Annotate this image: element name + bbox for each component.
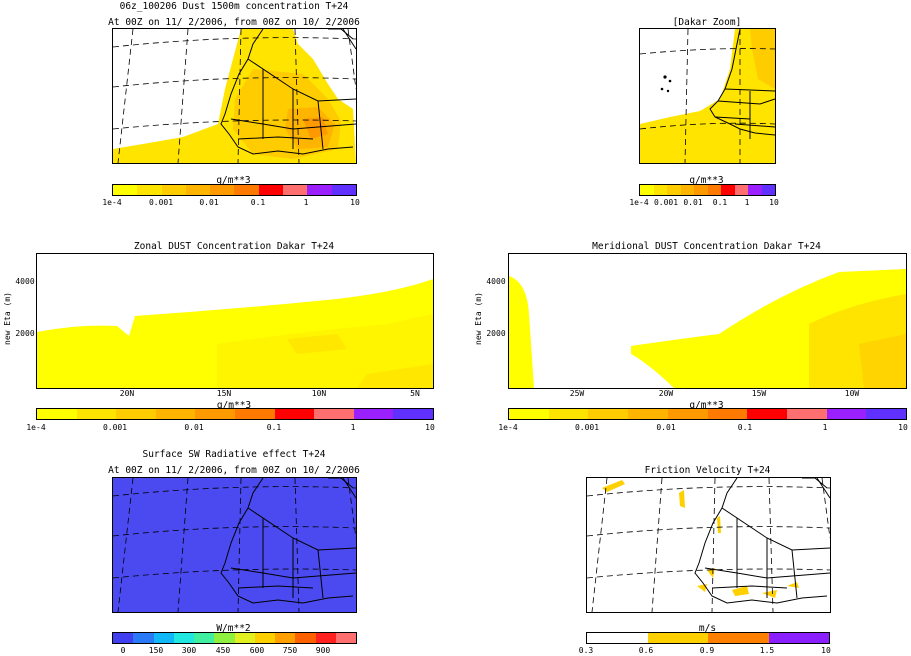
meridional-xtick: 25W — [569, 389, 585, 398]
meridional-panel — [508, 253, 907, 389]
meridional-cbar-tick: 0.1 — [737, 423, 753, 432]
zonal-cbar-tick: 0.001 — [102, 423, 128, 432]
meridional-units: g/m**3 — [689, 400, 724, 411]
friction-map-tick: 0.9 — [699, 646, 715, 655]
dust-map-colorbar — [112, 184, 357, 196]
zonal-xtick: 15N — [216, 389, 232, 398]
sw-map-colorbar — [112, 632, 357, 644]
sw-map-tick: 600 — [249, 646, 265, 655]
dust-map-tick: 0.001 — [148, 198, 174, 207]
meridional-cbar-tick: 0.001 — [574, 423, 600, 432]
meridional-xtick: 15W — [751, 389, 767, 398]
meridional-xtick: 20W — [658, 389, 674, 398]
friction-map-tick: 0.6 — [638, 646, 654, 655]
meridional-ytick: 2000 — [486, 329, 506, 338]
zonal-ytick: 4000 — [15, 277, 35, 286]
zonal-units: g/m**3 — [216, 400, 252, 411]
dust-map-title: 06z_100206 Dust 1500m concentration T+24 — [119, 1, 349, 12]
zonal-colorbar — [36, 408, 434, 420]
dakar-zoom-tick: 1 — [744, 198, 750, 207]
zonal-xtick: 20N — [119, 389, 135, 398]
sw-map-panel — [112, 477, 357, 613]
sw-map-subtitle: At 00Z on 11/ 2/2006, from 00Z on 10/ 2/… — [108, 465, 360, 476]
meridional-ytick: 4000 — [486, 277, 506, 286]
meridional-plot — [509, 269, 906, 388]
dakar-zoom-tick: 1e-4 — [629, 198, 649, 207]
meridional-cbar-tick: 1e-4 — [498, 423, 518, 432]
sw-map-tick: 750 — [282, 646, 298, 655]
meridional-cbar-tick: 0.01 — [656, 423, 676, 432]
sw-map-tick: 900 — [315, 646, 331, 655]
dakar-zoom-tick: 0.1 — [712, 198, 728, 207]
zonal-cbar-tick: 1 — [350, 423, 356, 432]
friction-map-tick: 10 — [821, 646, 831, 655]
zonal-ylabel: new Eta (m) — [3, 292, 12, 345]
friction-map-plot — [587, 478, 830, 612]
friction-map-title: Friction Velocity T+24 — [644, 465, 771, 476]
sw-map-plot — [113, 478, 356, 612]
zonal-panel — [36, 253, 434, 389]
meridional-cbar-tick: 10 — [898, 423, 908, 432]
dakar-zoom-colorbar — [639, 184, 776, 196]
dakar-zoom-tick: 0.001 — [653, 198, 679, 207]
dakar-zoom-panel — [639, 28, 776, 164]
sw-map-title: Surface SW Radiative effect T+24 — [142, 449, 326, 460]
meridional-title: Meridional DUST Concentration Dakar T+24 — [592, 241, 821, 252]
dust-map-tick: 1 — [303, 198, 309, 207]
meridional-cbar-tick: 1 — [822, 423, 828, 432]
dust-map-tick: 1e-4 — [102, 198, 122, 207]
zonal-title: Zonal DUST Concentration Dakar T+24 — [133, 241, 335, 252]
zonal-cbar-tick: 0.01 — [184, 423, 204, 432]
dakar-zoom-units: g/m**3 — [689, 175, 724, 186]
dakar-zoom-title: [Dakar Zoom] — [672, 17, 742, 28]
sw-map-tick: 0 — [120, 646, 126, 655]
zonal-cbar-tick: 0.1 — [266, 423, 282, 432]
dust-map-tick: 0.1 — [250, 198, 266, 207]
dakar-zoom-tick: 10 — [769, 198, 779, 207]
dust-map-subtitle: At 00Z on 11/ 2/2006, from 00Z on 10/ 2/… — [108, 17, 360, 28]
meridional-colorbar — [508, 408, 907, 420]
friction-map-panel — [586, 477, 831, 613]
dust-map-tick: 10 — [350, 198, 360, 207]
zonal-plot — [37, 279, 433, 388]
zonal-cbar-tick: 10 — [425, 423, 435, 432]
meridional-ylabel: new Eta (m) — [474, 292, 483, 345]
dust-map-plot — [113, 29, 356, 163]
sw-map-units: W/m**2 — [216, 623, 251, 634]
zonal-ytick: 2000 — [15, 329, 35, 338]
zonal-xtick: 5N — [410, 389, 420, 398]
friction-map-tick: 1.5 — [759, 646, 775, 655]
sw-map-tick: 300 — [181, 646, 197, 655]
friction-map-units: m/s — [698, 623, 717, 634]
dakar-zoom-tick: 0.01 — [683, 198, 703, 207]
friction-map-tick: 0.3 — [578, 646, 594, 655]
dakar-zoom-plot — [640, 29, 775, 163]
zonal-xtick: 10N — [311, 389, 327, 398]
meridional-xtick: 10W — [844, 389, 860, 398]
dust-map-panel — [112, 28, 357, 164]
dust-map-units: g/m**3 — [216, 175, 251, 186]
sw-map-tick: 450 — [215, 646, 231, 655]
friction-map-colorbar — [586, 632, 830, 644]
dust-map-tick: 0.01 — [199, 198, 219, 207]
zonal-cbar-tick: 1e-4 — [26, 423, 46, 432]
sw-map-tick: 150 — [148, 646, 164, 655]
